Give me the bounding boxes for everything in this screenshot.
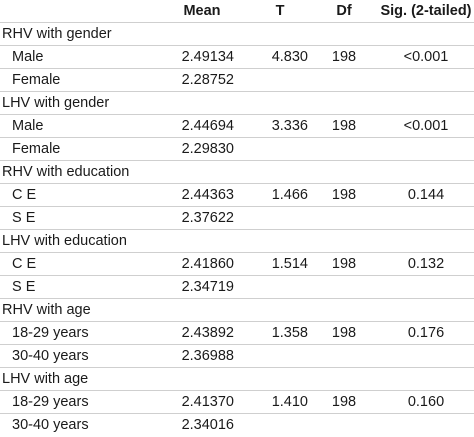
mean-value: 2.34719 bbox=[181, 279, 234, 295]
table-row: S E 2.37622 bbox=[0, 206, 474, 230]
mean-value: 2.34016 bbox=[181, 417, 234, 433]
row-label: C E bbox=[12, 256, 37, 272]
row-label: LHV with age bbox=[2, 371, 89, 387]
table-header-row: Mean T Df Sig. (2-tailed) bbox=[0, 0, 474, 22]
sig-value: 0.144 bbox=[407, 187, 445, 203]
sig-value: <0.001 bbox=[403, 118, 449, 134]
row-label: RHV with education bbox=[2, 164, 130, 180]
row-label: Female bbox=[12, 141, 61, 157]
row-label: Male bbox=[12, 118, 44, 134]
table-row: Female 2.28752 bbox=[0, 68, 474, 92]
table-row: 30-40 years 2.34016 bbox=[0, 413, 474, 437]
table-row: 18-29 years 2.41370 1.410 198 0.160 bbox=[0, 390, 474, 414]
sig-value: <0.001 bbox=[403, 49, 449, 65]
table-row: RHV with education bbox=[0, 160, 474, 184]
mean-value: 2.44363 bbox=[181, 187, 234, 203]
mean-value: 2.41370 bbox=[181, 394, 234, 410]
df-value: 198 bbox=[331, 49, 357, 65]
t-value: 4.830 bbox=[271, 49, 308, 65]
table-row: LHV with age bbox=[0, 367, 474, 391]
row-label: S E bbox=[12, 210, 36, 226]
row-label: LHV with education bbox=[2, 233, 127, 249]
table-row: RHV with gender bbox=[0, 22, 474, 46]
mean-value: 2.37622 bbox=[181, 210, 234, 226]
t-value: 1.358 bbox=[271, 325, 308, 341]
row-label: C E bbox=[12, 187, 37, 203]
header-mean: Mean bbox=[183, 3, 221, 19]
t-value: 3.336 bbox=[271, 118, 308, 134]
t-value: 1.410 bbox=[271, 394, 308, 410]
df-value: 198 bbox=[331, 394, 357, 410]
table-row: LHV with gender bbox=[0, 91, 474, 115]
df-value: 198 bbox=[331, 187, 357, 203]
row-label: 18-29 years bbox=[12, 394, 89, 410]
row-label: Male bbox=[12, 49, 44, 65]
df-value: 198 bbox=[331, 325, 357, 341]
table-row: S E 2.34719 bbox=[0, 275, 474, 299]
t-value: 1.514 bbox=[271, 256, 308, 272]
row-label: 30-40 years bbox=[12, 348, 89, 364]
table-row: 18-29 years 2.43892 1.358 198 0.176 bbox=[0, 321, 474, 345]
header-t: T bbox=[275, 3, 285, 19]
table-row: Male 2.49134 4.830 198 <0.001 bbox=[0, 45, 474, 69]
table-row: 30-40 years 2.36988 bbox=[0, 344, 474, 368]
mean-value: 2.29830 bbox=[181, 141, 234, 157]
mean-value: 2.36988 bbox=[181, 348, 234, 364]
table-row: LHV with education bbox=[0, 229, 474, 253]
table-row: C E 2.44363 1.466 198 0.144 bbox=[0, 183, 474, 207]
row-label: S E bbox=[12, 279, 36, 295]
mean-value: 2.49134 bbox=[181, 49, 234, 65]
mean-value: 2.41860 bbox=[181, 256, 234, 272]
table-row: RHV with age bbox=[0, 298, 474, 322]
sig-value: 0.132 bbox=[407, 256, 445, 272]
row-label: LHV with gender bbox=[2, 95, 110, 111]
header-df: Df bbox=[336, 3, 352, 19]
sig-value: 0.160 bbox=[407, 394, 445, 410]
sig-value: 0.176 bbox=[407, 325, 445, 341]
row-label: RHV with gender bbox=[2, 26, 112, 42]
row-label: Female bbox=[12, 72, 61, 88]
df-value: 198 bbox=[331, 256, 357, 272]
row-label: 30-40 years bbox=[12, 417, 89, 433]
df-value: 198 bbox=[331, 118, 357, 134]
t-value: 1.466 bbox=[271, 187, 308, 203]
mean-value: 2.44694 bbox=[181, 118, 234, 134]
table-row: Female 2.29830 bbox=[0, 137, 474, 161]
row-label: RHV with age bbox=[2, 302, 91, 318]
table-row: Male 2.44694 3.336 198 <0.001 bbox=[0, 114, 474, 138]
table-row: C E 2.41860 1.514 198 0.132 bbox=[0, 252, 474, 276]
header-sig: Sig. (2-tailed) bbox=[380, 3, 472, 19]
mean-value: 2.28752 bbox=[181, 72, 234, 88]
row-label: 18-29 years bbox=[12, 325, 89, 341]
mean-value: 2.43892 bbox=[181, 325, 234, 341]
